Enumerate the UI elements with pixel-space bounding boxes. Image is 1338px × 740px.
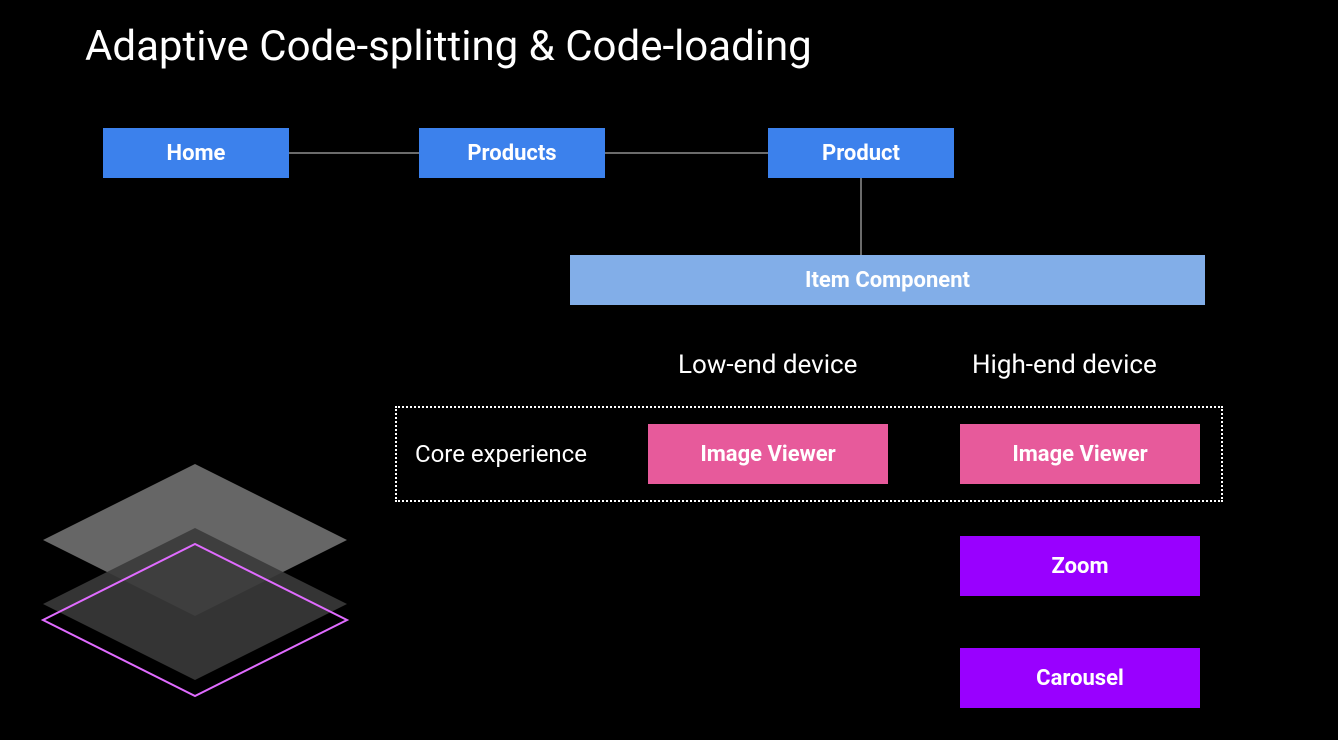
- node-products: Products: [419, 128, 605, 178]
- node-zoom-label: Zoom: [1051, 554, 1108, 579]
- label-low-end: Low-end device: [678, 350, 857, 380]
- slide-title: Adaptive Code-splitting & Code-loading: [85, 22, 812, 71]
- node-product: Product: [768, 128, 954, 178]
- node-item-component: Item Component: [570, 255, 1205, 305]
- node-product-label: Product: [822, 141, 900, 166]
- label-high-end: High-end device: [972, 350, 1157, 380]
- node-image-viewer-low: Image Viewer: [648, 424, 888, 484]
- iso-outline-layer: [43, 544, 347, 696]
- node-carousel-label: Carousel: [1036, 666, 1124, 691]
- node-home: Home: [103, 128, 289, 178]
- node-image-viewer-high: Image Viewer: [960, 424, 1200, 484]
- node-home-label: Home: [167, 141, 226, 166]
- node-image-viewer-low-label: Image Viewer: [700, 442, 835, 467]
- label-core-experience: Core experience: [415, 440, 587, 468]
- node-products-label: Products: [467, 141, 556, 166]
- node-zoom: Zoom: [960, 536, 1200, 596]
- node-item-component-label: Item Component: [805, 268, 970, 293]
- iso-top-layer: [43, 464, 347, 616]
- iso-mid-layer: [43, 528, 347, 680]
- node-carousel: Carousel: [960, 648, 1200, 708]
- node-image-viewer-high-label: Image Viewer: [1012, 442, 1147, 467]
